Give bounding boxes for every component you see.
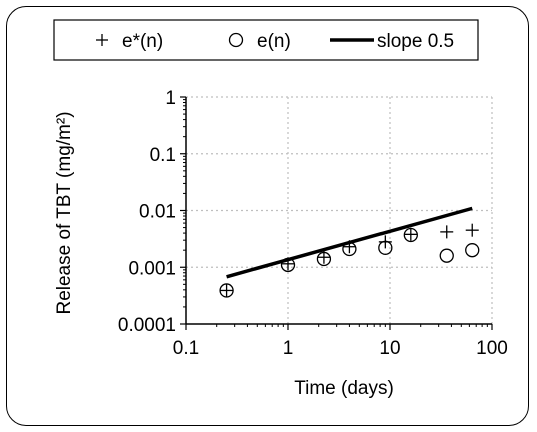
e-n-point xyxy=(465,243,480,258)
x-tick-label: 1 xyxy=(283,338,294,359)
y-tick-label: 0.0001 xyxy=(118,315,176,336)
grid xyxy=(186,96,493,324)
e-star-n-point xyxy=(404,227,418,241)
legend-item-e-n: e(n) xyxy=(228,31,291,52)
e-star-n-point xyxy=(378,235,392,249)
legend-label-slope: slope 0.5 xyxy=(377,31,454,52)
legend: e*(n) e(n) slope 0.5 xyxy=(53,19,479,61)
x-tick-label: 10 xyxy=(379,338,400,359)
tick-labels: 0.1 1 10 100 0.0001 0.001 0.01 0.1 1 xyxy=(118,88,508,359)
legend-item-e-star-n: e*(n) xyxy=(96,31,163,52)
y-tick-label: 0.01 xyxy=(139,202,176,223)
y-tick-label: 1 xyxy=(165,88,176,109)
legend-circle-marker xyxy=(228,32,244,48)
e-star-n-point xyxy=(281,257,295,271)
legend-label-e-star-n: e*(n) xyxy=(122,31,163,52)
e-star-n-point xyxy=(440,225,454,239)
y-axis-title: Release of TBT (mg/m²) xyxy=(54,111,75,314)
e-star-n-point xyxy=(465,223,479,237)
y-tick-label: 0.001 xyxy=(128,258,176,279)
y-tick-label: 0.1 xyxy=(150,145,176,166)
x-tick-label: 100 xyxy=(476,338,508,359)
x-axis-title: Time (days) xyxy=(294,378,394,399)
legend-box xyxy=(53,19,479,61)
e-star-n-point xyxy=(317,250,331,264)
e-star-n-point xyxy=(342,240,356,254)
e-n-point xyxy=(439,248,454,263)
legend-item-slope: slope 0.5 xyxy=(330,31,454,52)
e-star-n-series xyxy=(220,223,479,297)
legend-label-e-n: e(n) xyxy=(257,31,291,52)
e-n-series xyxy=(219,227,480,298)
axes xyxy=(180,96,493,330)
e-star-n-point xyxy=(220,283,234,297)
x-tick-label: 0.1 xyxy=(173,338,199,359)
